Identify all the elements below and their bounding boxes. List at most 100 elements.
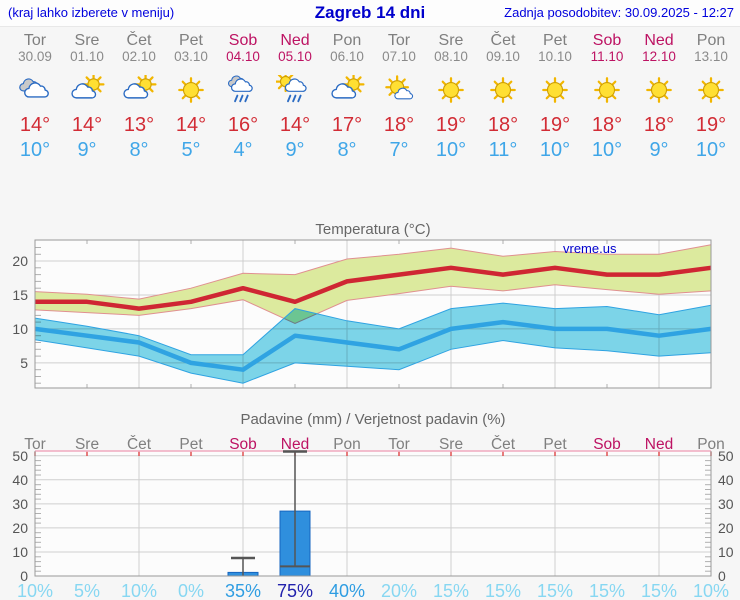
precip-probability-label: 15% xyxy=(589,581,625,600)
day-column: Čet 02.10 13° 8° xyxy=(113,28,165,161)
page-title: Zagreb 14 dni xyxy=(314,3,426,22)
day-date: 01.10 xyxy=(70,49,104,64)
watermark-link[interactable]: vreme.us xyxy=(563,241,617,256)
weather-icon-mostly-sunny xyxy=(373,75,425,107)
day-name: Pet xyxy=(178,32,203,49)
cloud-icon xyxy=(71,83,97,99)
precip-probability-label: 0% xyxy=(178,581,204,600)
max-temp-line xyxy=(35,265,712,311)
day-column: Sob 11.10 18° 10° xyxy=(581,28,633,161)
max-temp-value: 18° xyxy=(591,114,623,136)
day-date: 11.10 xyxy=(590,49,624,64)
min-temp-value: 10° xyxy=(539,139,571,161)
max-temp-value: 19° xyxy=(695,114,727,136)
precip-day-label: Pet xyxy=(543,436,567,453)
min-temp-value: 9° xyxy=(285,139,305,161)
day-name: Sre xyxy=(438,32,464,49)
min-temp-value: 7° xyxy=(389,139,409,161)
precip-axis-label-left: 10 xyxy=(12,544,28,560)
max-temp-value: 16° xyxy=(227,114,259,136)
precip-axis-label-left: 0 xyxy=(20,568,28,584)
min-temp-value: 4° xyxy=(233,139,253,161)
precip-day-label: Sob xyxy=(593,436,621,453)
day-column: Tor 30.09 14° 10° xyxy=(9,28,61,161)
precip-day-label: Tor xyxy=(388,436,410,453)
max-temp-value: 18° xyxy=(383,114,415,136)
precip-day-label: Tor xyxy=(24,436,46,453)
rain-icon xyxy=(287,94,302,103)
day-name: Pon xyxy=(332,32,362,49)
min-temp-value: 10° xyxy=(19,139,51,161)
day-column: Pet 03.10 14° 5° xyxy=(165,28,217,161)
sun-icon xyxy=(178,77,204,103)
weather-icon-sunny xyxy=(425,75,477,107)
precip-day-label: Pon xyxy=(333,436,361,453)
max-temp-band xyxy=(34,244,712,325)
day-name: Čet xyxy=(126,32,152,49)
precip-axis-label-left: 40 xyxy=(12,472,28,488)
precip-probability-label: 75% xyxy=(277,581,313,600)
max-temp-value: 13° xyxy=(123,114,155,136)
min-temp-value: 10° xyxy=(695,139,727,161)
day-column: Sre 08.10 19° 10° xyxy=(425,28,477,161)
precipitation-chart: Padavine (mm) / Verjetnost padavin (%) To… xyxy=(12,411,734,600)
min-temp-value: 9° xyxy=(649,139,669,161)
precip-chart-title: Padavine (mm) / Verjetnost padavin (%) xyxy=(240,411,505,428)
day-name: Pet xyxy=(542,32,567,49)
day-date: 04.10 xyxy=(226,49,260,64)
precip-axis-label-right: 50 xyxy=(718,448,734,464)
sun-icon xyxy=(594,77,620,103)
day-date: 12.10 xyxy=(642,49,676,64)
max-temp-value: 18° xyxy=(643,114,675,136)
precip-probability-label: 15% xyxy=(537,581,573,600)
precip-axis-label-right: 30 xyxy=(718,496,734,512)
precip-axis-label-right: 40 xyxy=(718,472,734,488)
cloud-icon xyxy=(284,78,307,92)
precip-day-label: Pet xyxy=(179,436,203,453)
day-name: Sre xyxy=(74,32,100,49)
rain-icon xyxy=(234,94,249,103)
precip-whisker xyxy=(231,556,255,576)
cloud-icon xyxy=(24,82,49,98)
min-temp-value: 8° xyxy=(129,139,149,161)
last-update-text: Zadnja posodobitev: 30.09.2025 - 12:27 xyxy=(504,5,734,20)
day-date: 02.10 xyxy=(122,49,156,64)
precip-day-label: Sre xyxy=(75,436,99,453)
day-date: 03.10 xyxy=(174,49,208,64)
max-temp-value: 14° xyxy=(71,114,103,136)
min-temp-value: 5° xyxy=(181,139,201,161)
header-bar: (kraj lahko izberete v meniju) Zagreb 14… xyxy=(0,0,740,27)
cloud-icon xyxy=(123,83,149,99)
precip-day-label: Ned xyxy=(281,436,309,453)
temp-axis-label: 5 xyxy=(20,355,28,371)
min-temp-line xyxy=(34,319,712,372)
precip-probability-label: 15% xyxy=(641,581,677,600)
days-grid: Tor 30.09 14° 10° Sre 01.10 14° 9° Čet 02.10 13° 8°… xyxy=(9,28,737,161)
weather-icon-sunny xyxy=(581,75,633,107)
day-date: 06.10 xyxy=(330,49,364,64)
day-date: 05.10 xyxy=(278,49,312,64)
temp-axis-label: 10 xyxy=(12,321,28,337)
min-temp-value: 10° xyxy=(591,139,623,161)
day-column: Pon 13.10 19° 10° xyxy=(685,28,737,161)
temp-axis-label: 20 xyxy=(12,253,28,269)
precip-probability-label: 10% xyxy=(17,581,53,600)
cloud-icon xyxy=(230,78,253,92)
weather-icon-sun-rain xyxy=(269,71,321,107)
precip-probability-label: 20% xyxy=(381,581,417,600)
max-temp-value: 17° xyxy=(331,114,363,136)
max-temp-value: 18° xyxy=(487,114,519,136)
weather-icon-cloudy xyxy=(9,75,61,107)
day-name: Ned xyxy=(280,32,310,49)
weather-icon-rain xyxy=(217,75,269,107)
day-column: Sre 01.10 14° 9° xyxy=(61,28,113,161)
cloud-icon xyxy=(331,83,357,99)
precip-axis-label-right: 0 xyxy=(718,568,726,584)
precip-day-label: Ned xyxy=(645,436,673,453)
day-name: Pon xyxy=(696,32,726,49)
day-date: 30.09 xyxy=(18,49,52,64)
precip-probability-label: 10% xyxy=(121,581,157,600)
day-date: 10.10 xyxy=(538,49,572,64)
precip-day-label: Čet xyxy=(491,436,516,453)
precip-probability-label: 5% xyxy=(74,581,100,600)
